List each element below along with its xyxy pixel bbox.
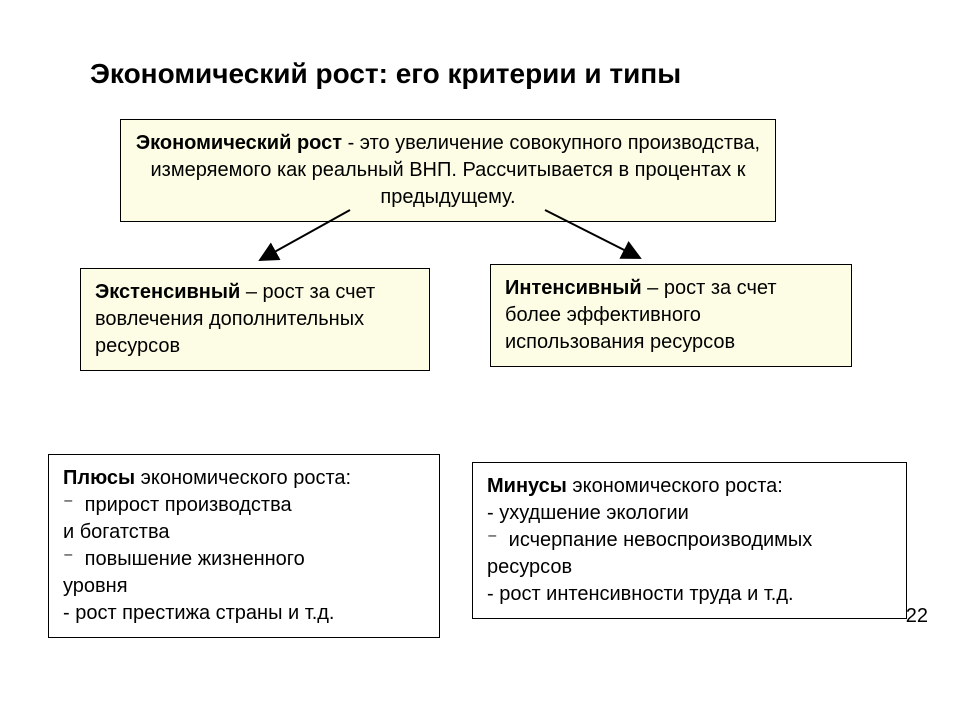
plus-box: Плюсы экономического роста: ⁻ прирост пр…: [48, 454, 440, 638]
minus-item-1: - ухудшение экологии: [487, 500, 892, 527]
minus-item-2-text: исчерпание невоспроизводимых: [509, 529, 813, 551]
plus-heading: Плюсы экономического роста:: [63, 465, 425, 492]
minus-item-2: ⁻ исчерпание невоспроизводимых: [487, 527, 892, 554]
plus-item-1: ⁻ прирост производства: [63, 492, 425, 519]
plus-item-3: - рост престижа страны и т.д.: [63, 600, 425, 627]
plus-item-2: ⁻ повышение жизненного: [63, 546, 425, 573]
plus-item-1b: и богатства: [63, 519, 425, 546]
plus-bold: Плюсы: [63, 467, 135, 489]
extensive-box: Экстенсивный – рост за счет вовлечения д…: [80, 268, 430, 371]
plus-item-2b: уровня: [63, 573, 425, 600]
definition-box: Экономический рост - это увеличение сово…: [120, 119, 776, 222]
plus-item-2-text: повышение жизненного: [85, 548, 305, 570]
intensive-box: Интенсивный – рост за счет более эффекти…: [490, 264, 852, 367]
intensive-term: Интенсивный: [505, 277, 642, 299]
page-number: 22: [906, 605, 928, 628]
definition-term: Экономический рост: [136, 132, 342, 154]
minus-heading: Минусы экономического роста:: [487, 473, 892, 500]
minus-bold: Минусы: [487, 475, 567, 497]
minus-item-2b: ресурсов: [487, 554, 892, 581]
minus-item-3: - рост интенсивности труда и т.д.: [487, 581, 892, 608]
extensive-term: Экстенсивный: [95, 281, 240, 303]
page-title: Экономический рост: его критерии и типы: [90, 58, 681, 90]
plus-rest: экономического роста:: [135, 467, 351, 489]
minus-rest: экономического роста:: [567, 475, 783, 497]
minus-box: Минусы экономического роста: - ухудшение…: [472, 462, 907, 619]
plus-item-1-text: прирост производства: [85, 494, 292, 516]
